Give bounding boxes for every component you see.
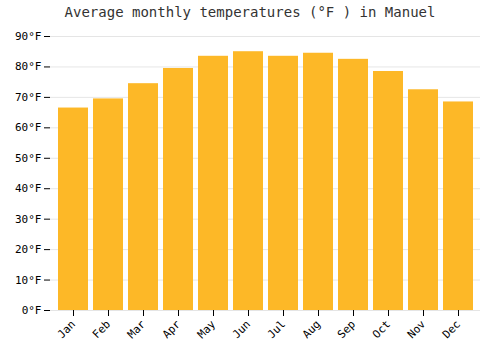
svg-text:20°F: 20°F xyxy=(15,243,42,256)
svg-text:Dec: Dec xyxy=(440,318,463,341)
svg-text:Apr: Apr xyxy=(160,317,184,341)
svg-text:40°F: 40°F xyxy=(15,182,42,195)
svg-text:Jul: Jul xyxy=(265,318,288,341)
svg-text:10°F: 10°F xyxy=(15,274,42,287)
svg-text:Aug: Aug xyxy=(300,318,323,341)
svg-text:70°F: 70°F xyxy=(15,91,42,104)
svg-text:0°F: 0°F xyxy=(22,304,42,317)
svg-text:Nov: Nov xyxy=(405,317,429,341)
svg-text:Mar: Mar xyxy=(125,317,149,341)
svg-text:80°F: 80°F xyxy=(15,60,42,73)
svg-text:50°F: 50°F xyxy=(15,152,42,165)
svg-text:30°F: 30°F xyxy=(15,213,42,226)
svg-text:Oct: Oct xyxy=(370,318,393,341)
svg-text:Feb: Feb xyxy=(90,318,113,341)
svg-text:Jun: Jun xyxy=(230,318,253,341)
svg-text:May: May xyxy=(195,317,219,341)
svg-text:Sep: Sep xyxy=(335,318,358,341)
html-text:Average monthly temperatures (: Average monthly temperatures (°F ) in Ma… xyxy=(64,4,436,20)
svg-text:Jan: Jan xyxy=(55,318,78,341)
svg-text:60°F: 60°F xyxy=(15,121,42,134)
svg-text:90°F: 90°F xyxy=(15,30,42,43)
